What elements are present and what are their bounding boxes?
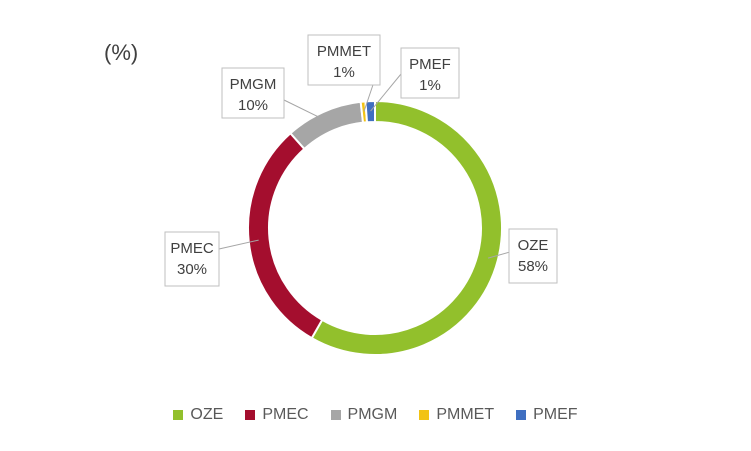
data-label-name-pmec: PMEC — [170, 240, 214, 257]
leader-line-pmec — [218, 239, 259, 250]
legend-swatch-pmgm — [330, 410, 341, 420]
legend-item-pmmet: PMMET — [419, 406, 494, 424]
callout-box-pmmet — [307, 34, 381, 86]
legend-item-pmec: PMEC — [245, 406, 309, 424]
data-label-value-pmmet: 1% — [333, 64, 355, 81]
legend-label-pmmet: PMMET — [436, 406, 495, 423]
callout-box-pmgm — [221, 67, 285, 119]
slice-oze — [310, 99, 503, 356]
data-label-name-pmmet: PMMET — [317, 43, 371, 60]
chart-legend: OZE PMEC PMGM PMMET PMEF — [0, 406, 751, 424]
legend-swatch-oze — [173, 410, 184, 420]
callout-box-oze — [508, 228, 558, 284]
data-label-name-oze: OZE — [518, 237, 549, 254]
callout-box-pmef — [400, 47, 460, 99]
legend-swatch-pmmet — [419, 410, 430, 420]
leader-line-pmef — [370, 73, 402, 112]
legend-label-oze: OZE — [190, 406, 224, 423]
chart-title: (%) — [104, 40, 139, 65]
data-label-value-pmec: 30% — [177, 261, 207, 278]
legend-label-pmef: PMEF — [533, 406, 578, 423]
callout-box-pmec — [164, 231, 220, 287]
data-label-value-pmef: 1% — [419, 77, 441, 94]
legend-swatch-pmec — [245, 410, 256, 420]
data-label-value-oze: 58% — [518, 258, 548, 275]
legend-label-pmec: PMEC — [262, 406, 309, 423]
leader-line-pmgm — [283, 99, 328, 122]
data-label-name-pmef: PMEF — [409, 56, 451, 73]
data-label-name-pmgm: PMGM — [230, 76, 277, 93]
legend-label-pmgm: PMGM — [347, 406, 398, 423]
slice-pmef — [364, 99, 376, 124]
data-label-value-pmgm: 10% — [238, 97, 268, 114]
legend-item-pmef: PMEF — [516, 406, 578, 424]
slice-pmec — [247, 131, 324, 340]
legend-item-pmgm: PMGM — [330, 406, 398, 424]
legend-item-oze: OZE — [173, 406, 223, 424]
legend-swatch-pmef — [516, 410, 527, 420]
